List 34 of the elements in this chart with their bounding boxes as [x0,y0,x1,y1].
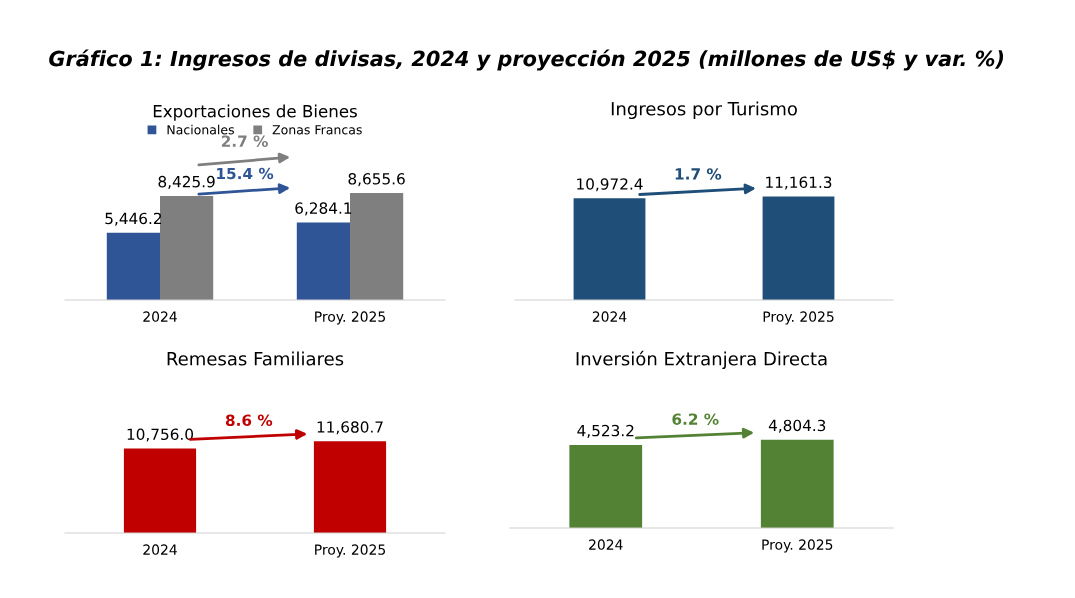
x-tick-label: Proy. 2025 [763,311,834,325]
text: 1.7 % [675,168,722,180]
text: 8.6 % [225,414,273,427]
data-label: 4,804.3 [768,419,826,433]
text: 2.7 % [221,135,268,147]
x-tick-label: 2024 [592,311,627,322]
x-tick-label: Proy. 2025 [762,539,833,553]
x-tick-label: 2024 [143,544,177,555]
data-label: 6,284.1 [295,202,352,216]
chart-subtitle: Exportaciones de Bienes [153,104,357,121]
bar [296,222,350,300]
bar [350,193,404,300]
x-tick-label: 2024 [143,311,177,322]
data-label: 8,425.9 [158,175,215,189]
data-label: 8,655.6 [348,173,405,187]
data-label: 11,680.7 [317,421,383,435]
x-tick-label: Proy. 2025 [315,544,386,558]
legend-label: Zonas Francas [272,125,362,135]
bar [106,232,160,300]
text: 15.4 % [217,167,274,180]
text: Gráfico 1: Ingresos de divisas, 2024 y proyección 2025 (millones de US$ y var. %) [49,49,1004,71]
data-label: 5,446.2 [105,212,162,226]
data-label: 11,161.3 [766,176,832,190]
chart-title: Inversión Extranjera Directa [576,350,827,370]
x-tick-label: Proy. 2025 [315,311,386,325]
data-label: 10,972.4 [577,178,643,192]
x-tick-label: 2024 [589,539,623,550]
chart-title: Ingresos por Turismo [611,101,797,120]
data-label: 10,756.0 [127,428,193,442]
data-label: 4,523.2 [577,424,634,438]
bar [160,195,214,300]
chart-title: Remesas Familiares [167,351,344,366]
legend-label: Nacionales [167,124,234,135]
text: 6.2 % [672,413,719,425]
